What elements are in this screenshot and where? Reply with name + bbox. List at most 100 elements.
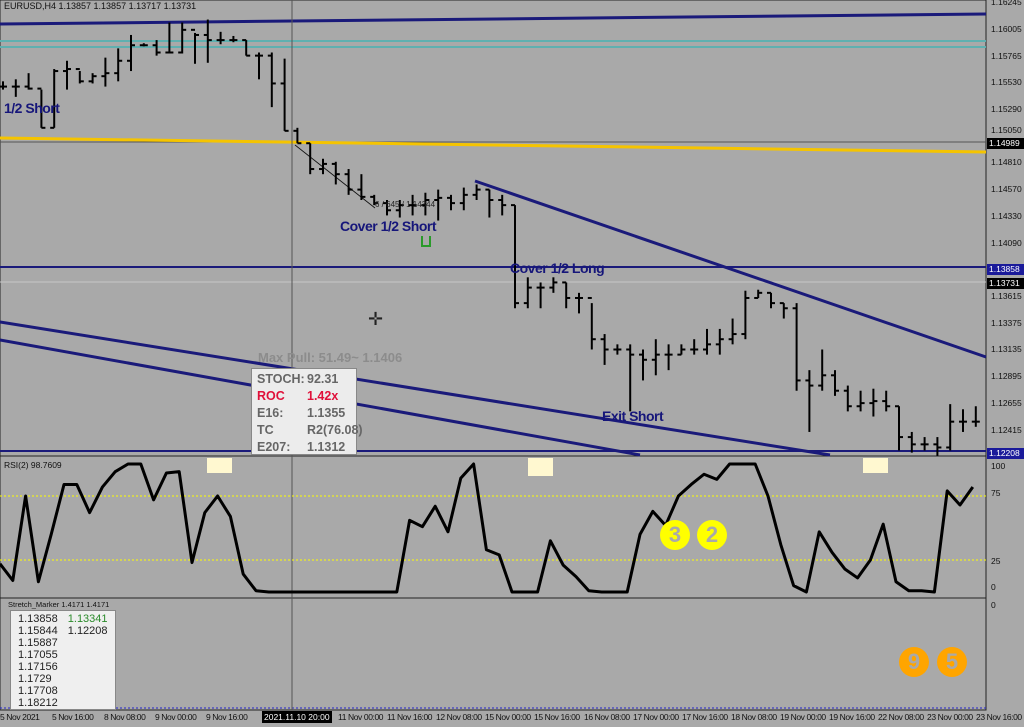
marker-circle-3: 3 xyxy=(660,520,690,550)
time-tick: 15 Nov 16:00 xyxy=(534,712,580,722)
price-bar xyxy=(434,189,443,221)
chart-title: EURUSD,H4 1.13857 1.13857 1.13717 1.1373… xyxy=(4,1,197,11)
time-tick: 19 Nov 16:00 xyxy=(829,712,875,722)
info-row: TC R2(76.08) xyxy=(257,422,363,439)
price-bar xyxy=(856,390,865,412)
price-bar xyxy=(703,328,711,355)
price-tick: 1.13615 xyxy=(991,290,1022,301)
price-tick: 1.15050 xyxy=(991,124,1022,135)
moving-average-line xyxy=(0,136,987,154)
info-key: TC xyxy=(257,423,274,437)
max-pull-label: Max Pull: 51.49~ 1.1406 xyxy=(258,350,403,365)
price-bar xyxy=(690,339,699,355)
price-tick: 1.14330 xyxy=(991,210,1022,221)
price-tag: 1.13858 xyxy=(987,263,1024,275)
price-bar xyxy=(523,277,532,309)
time-tick: 17 Nov 16:00 xyxy=(682,712,728,722)
rsi-title: RSI(2) 98.7609 xyxy=(4,460,62,470)
price-bar xyxy=(280,58,289,132)
price-bar xyxy=(75,68,84,84)
price-bar xyxy=(267,52,276,108)
price-bar xyxy=(165,22,174,54)
descending-trendline xyxy=(474,179,987,359)
time-tick: 22 Nov 08:00 xyxy=(878,712,924,722)
price-tick: 1.16245 xyxy=(991,0,1022,7)
stretch-value: 1.18212 xyxy=(18,697,58,709)
price-bar xyxy=(959,409,967,432)
stretch-value: 1.1729 xyxy=(18,673,52,685)
upper-trendline xyxy=(0,12,987,26)
info-key: STOCH: xyxy=(257,372,305,386)
price-bar xyxy=(152,40,161,56)
price-bar xyxy=(459,187,468,211)
stretch-axis-zero: 0 xyxy=(991,600,996,610)
price-bar xyxy=(869,388,878,417)
price-bar xyxy=(383,199,391,216)
price-bar xyxy=(613,344,622,355)
time-tick: 23 Nov 16:00 xyxy=(976,712,1022,722)
stretch-value: 1.15887 xyxy=(18,637,58,649)
price-bar xyxy=(664,344,673,371)
price-tick: 1.12895 xyxy=(991,371,1022,382)
stretch-value: 1.17156 xyxy=(18,661,58,673)
price-bar xyxy=(805,370,814,432)
price-bar xyxy=(306,142,315,175)
price-bar xyxy=(229,35,238,43)
price-bar xyxy=(242,39,251,57)
time-tick: 19 Nov 00:00 xyxy=(780,712,826,722)
price-bar xyxy=(447,194,455,211)
time-tick: 5 Nov 2021 xyxy=(0,712,40,722)
price-bar xyxy=(920,437,929,451)
price-tick: 1.15530 xyxy=(991,76,1022,87)
info-row: E207: 1.1312 xyxy=(257,439,351,456)
rsi-signal-box xyxy=(863,458,888,473)
rsi-tick: 100 xyxy=(991,461,1006,471)
time-tick: 11 Nov 00:00 xyxy=(338,712,384,722)
plot-frame xyxy=(0,0,987,711)
price-bar xyxy=(178,22,187,54)
price-bar xyxy=(767,291,775,309)
info-value: 1.1312 xyxy=(307,440,346,454)
price-tick: 1.12415 xyxy=(991,424,1022,435)
rsi-signal-box xyxy=(207,458,232,473)
price-bar xyxy=(50,69,59,129)
price-tag: 1.14989 xyxy=(987,138,1024,150)
price-tick: 1.15290 xyxy=(991,103,1022,114)
price-bar xyxy=(626,344,635,412)
stretch-value: 1.17055 xyxy=(18,649,58,661)
price-bar xyxy=(101,57,110,87)
price-bar xyxy=(319,158,327,175)
rsi-tick: 0 xyxy=(991,582,996,592)
price-tick: 1.13375 xyxy=(991,317,1022,328)
price-bar xyxy=(907,431,916,453)
price-bar xyxy=(549,277,558,293)
info-row: E16: 1.1355 xyxy=(257,405,351,422)
price-bar xyxy=(370,194,379,206)
price-tag: 1.13731 xyxy=(987,277,1024,289)
indicator-info-box: STOCH: 92.31 ROC 1.42x E16: 1.1355 TC R2(76.08)… xyxy=(251,368,363,456)
price-bar xyxy=(587,296,596,350)
price-bar xyxy=(895,405,903,451)
stretch-value: 1.12208 xyxy=(67,625,108,637)
price-bar xyxy=(127,34,135,72)
price-bar xyxy=(0,81,7,90)
price-bar xyxy=(63,60,71,90)
stretch-title: Stretch_Marker 1.4171 1.4171 xyxy=(8,600,110,609)
price-tick: 1.12655 xyxy=(991,398,1022,409)
price-bar xyxy=(498,194,507,216)
annotation-exit-short: Exit Short xyxy=(602,408,664,424)
price-bar xyxy=(728,318,737,345)
rsi-tick: 75 xyxy=(991,488,1001,498)
rsi-line xyxy=(0,462,975,594)
price-bar xyxy=(216,31,225,45)
info-key: E207: xyxy=(257,440,291,454)
marker-circle-2: 2 xyxy=(697,520,727,550)
price-bar xyxy=(293,127,302,145)
price-bar xyxy=(114,48,123,82)
info-key: E16: xyxy=(257,406,284,420)
channel-line xyxy=(0,320,831,457)
price-bar xyxy=(639,349,647,381)
price-bar xyxy=(421,192,430,216)
info-row: ROC 1.42x xyxy=(257,388,351,405)
